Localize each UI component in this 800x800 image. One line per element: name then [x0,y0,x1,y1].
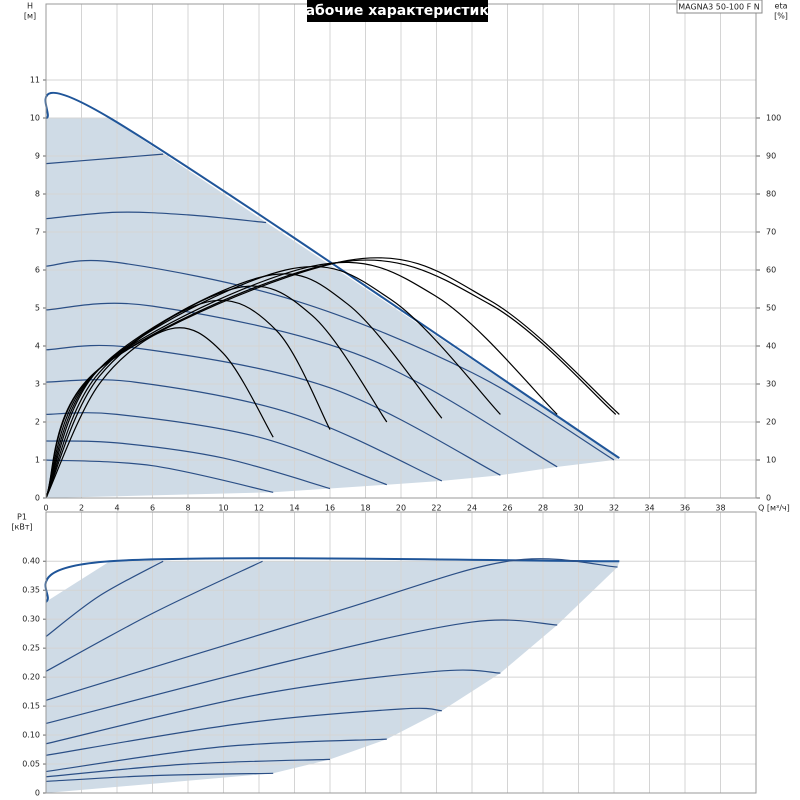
y-tick-label: 0.20 [22,673,40,682]
y-tick-label: 3 [35,380,40,389]
y2-tick-label: 10 [766,456,776,465]
x-tick-label: 2 [79,504,84,513]
y-tick-label: 0 [35,494,40,503]
y2-label: eta [775,2,788,11]
y-label: P1 [17,513,27,522]
series-line [45,738,387,773]
y-tick-label: 11 [30,76,40,85]
x-tick-label: 16 [325,504,335,513]
plot-frame [45,511,757,794]
series-line [45,273,443,499]
y2-tick-label: 80 [766,190,776,199]
y-tick-label: 0.35 [22,586,40,595]
y-tick-label: 7 [35,228,40,237]
y-tick-label: 5 [35,304,40,313]
x-tick-label: 34 [644,504,654,513]
x-tick-label: 26 [502,504,512,513]
x-tick-label: 4 [114,504,119,513]
series-line [45,560,263,672]
y-tick-label: 0.40 [22,557,40,566]
y2-unit: [%] [774,12,788,21]
x-label: Q [м³/ч] [758,504,790,513]
x-tick-label: 36 [680,504,690,513]
y2-tick-label: 50 [766,304,776,313]
y2-tick-label: 30 [766,380,776,389]
y-tick-label: 9 [35,152,40,161]
series-line [45,265,501,499]
series-line [45,772,274,783]
series-line [45,261,558,499]
annotation-box [676,0,763,14]
y-tick-label: 0 [35,789,40,798]
series-line [45,211,267,224]
x-tick-label: 6 [150,504,155,513]
x-tick-label: 30 [573,504,583,513]
x-tick-label: 8 [185,504,190,513]
chart-title: Рабочие характеристики [295,3,498,19]
x-tick-label: 20 [396,504,406,513]
y-tick-label: 2 [35,418,40,427]
x-tick-label: 14 [289,504,299,513]
x-tick-label: 28 [538,504,548,513]
series-line [45,669,501,745]
series-line [45,758,331,778]
x-tick-label: 18 [360,504,370,513]
y2-tick-label: 0 [766,494,771,503]
y-unit: [м] [24,12,36,21]
x-tick-label: 12 [254,504,264,513]
y-tick-label: 10 [30,114,40,123]
x-tick-label: 24 [467,504,477,513]
series-line [45,259,615,461]
series-line [45,440,331,490]
series-line [45,459,274,493]
series-line [45,707,442,756]
x-tick-label: 38 [715,504,725,513]
y-tick-label: 6 [35,266,40,275]
series-line [45,153,164,165]
series-line [45,560,164,638]
y2-tick-label: 40 [766,342,776,351]
y2-tick-label: 60 [766,266,776,275]
y-tick-label: 0.05 [22,760,40,769]
annotation: MAGNA3 50-100 F N [678,3,760,12]
title-box [307,0,488,22]
series-line [45,619,558,725]
series-line [45,302,558,468]
x-tick-label: 22 [431,504,441,513]
series-line [45,558,618,701]
series-line [45,257,620,499]
x-tick-label: 0 [43,504,48,513]
y-tick-label: 0.10 [22,731,40,740]
x-tick-label: 10 [218,504,228,513]
y-tick-label: 4 [35,342,40,351]
y-tick-label: 0.30 [22,615,40,624]
series-line [45,344,501,476]
series-line [45,327,274,499]
y2-tick-label: 20 [766,418,776,427]
y2-tick-label: 90 [766,152,776,161]
y-unit: [кВт] [11,523,32,532]
y-tick-label: 8 [35,190,40,199]
y-label: H [27,2,33,11]
y-tick-label: 1 [35,456,40,465]
y-tick-label: 0.15 [22,702,40,711]
y-tick-label: 0.25 [22,644,40,653]
x-tick-label: 32 [609,504,619,513]
y2-tick-label: 70 [766,228,776,237]
y2-tick-label: 100 [766,114,781,123]
